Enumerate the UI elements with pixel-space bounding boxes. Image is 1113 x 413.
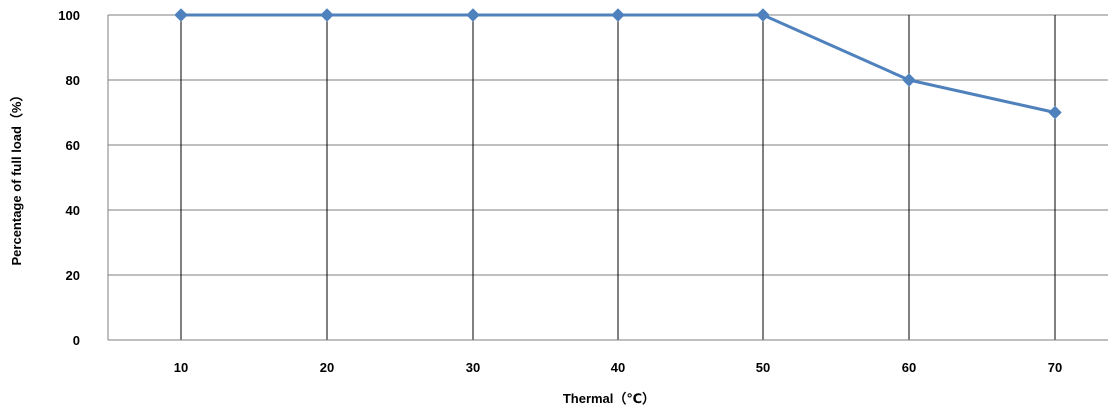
- label-layer: 0 20 40 60 80 100 10 20 30 40 50 60 70: [58, 8, 1062, 375]
- x-axis-title: Thermal（℃）: [563, 391, 655, 406]
- axis-layer: [107, 15, 1108, 341]
- y-axis-title: Percentage of full load（%）: [9, 89, 24, 266]
- x-tick-label: 70: [1048, 360, 1062, 375]
- y-tick-label: 0: [73, 333, 80, 348]
- y-tick-label: 80: [66, 73, 80, 88]
- data-point-marker: [466, 8, 480, 22]
- x-tick-label: 60: [902, 360, 916, 375]
- data-point-marker: [756, 8, 770, 22]
- data-point-marker: [902, 73, 916, 87]
- data-point-marker: [174, 8, 188, 22]
- x-tick-label: 10: [174, 360, 188, 375]
- y-tick-label: 100: [58, 8, 80, 23]
- x-tick-label: 50: [756, 360, 770, 375]
- y-tick-label: 20: [66, 268, 80, 283]
- plot-area: [108, 15, 1108, 340]
- series-layer: [174, 8, 1062, 120]
- x-tick-label: 20: [320, 360, 334, 375]
- y-tick-label: 60: [66, 138, 80, 153]
- data-point-marker: [611, 8, 625, 22]
- data-point-marker: [1048, 105, 1062, 120]
- x-tick-label: 40: [611, 360, 625, 375]
- data-point-marker: [320, 8, 334, 22]
- x-tick-label: 30: [466, 360, 480, 375]
- y-tick-label: 40: [66, 203, 80, 218]
